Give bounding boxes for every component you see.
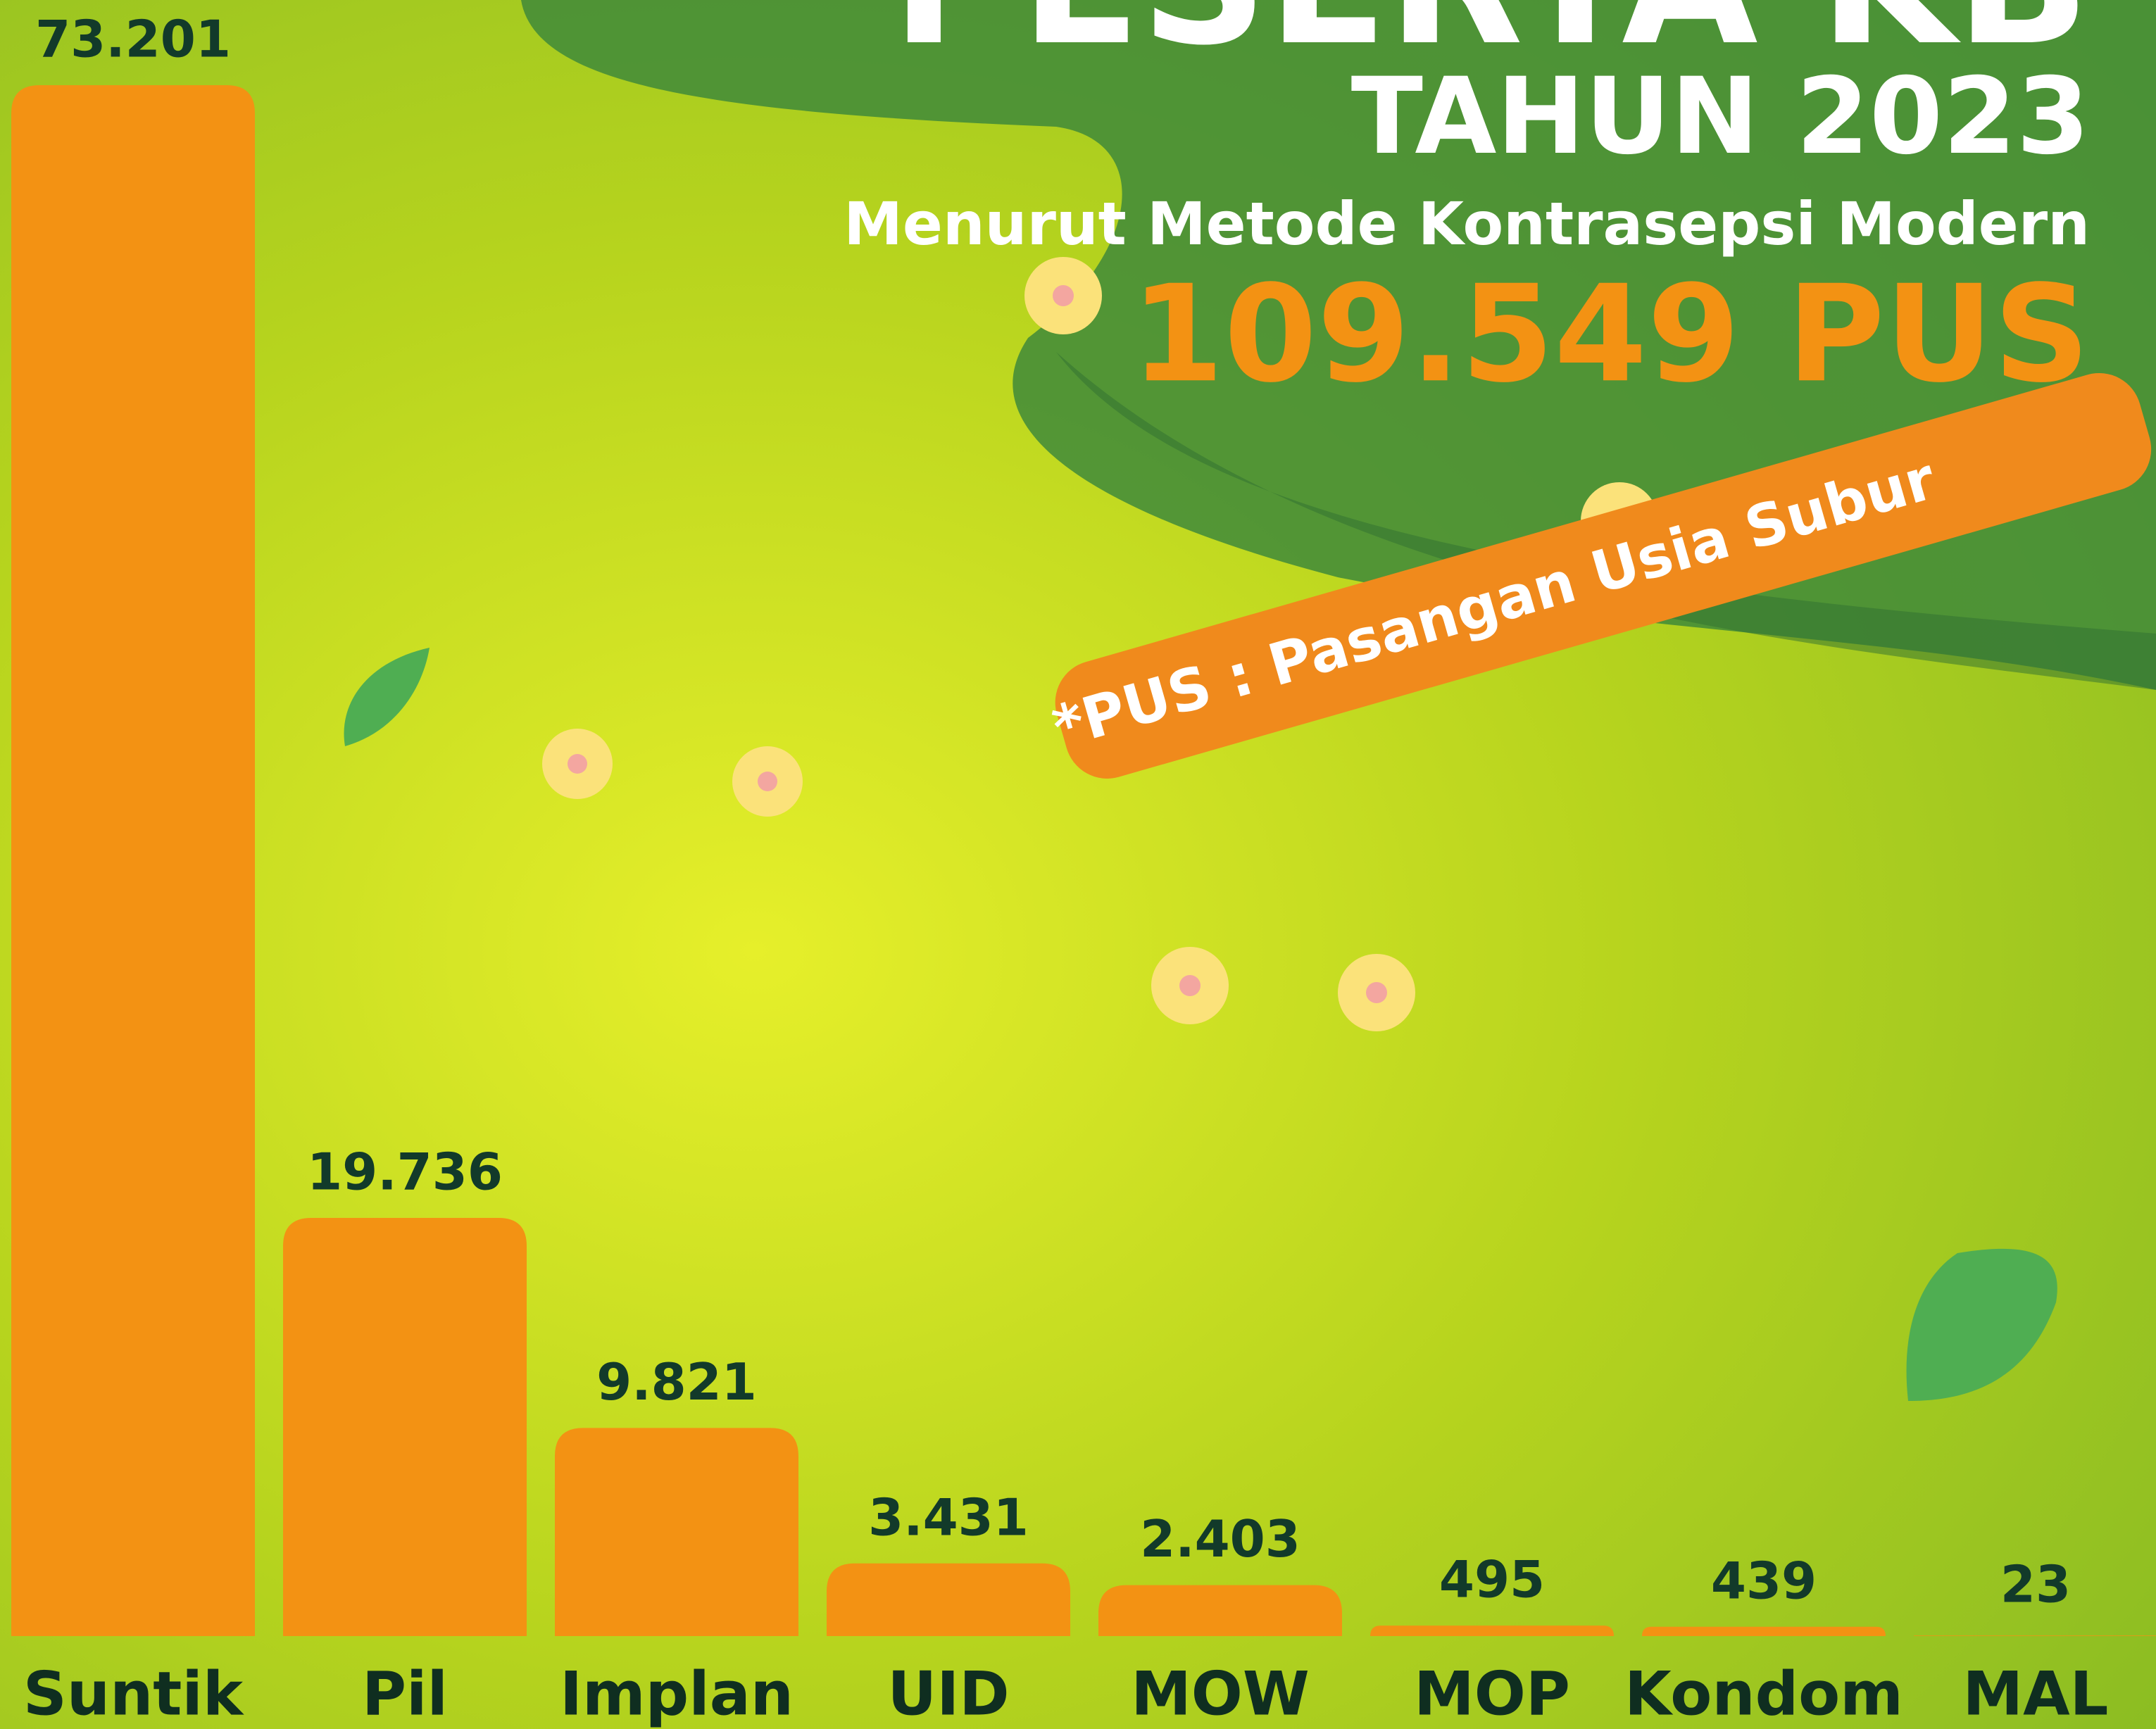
bar — [11, 85, 255, 1636]
bar — [1914, 1635, 2156, 1636]
value-label: 73.201 — [35, 10, 231, 69]
bar — [1370, 1626, 1614, 1636]
value-label: 3.431 — [868, 1488, 1029, 1547]
chart: PESERTA KB TAHUN 2023 Menurut Metode Kon… — [0, 0, 2156, 1729]
caption: Menurut Metode Kontrasepsi Modern — [844, 189, 2090, 258]
total: 109.549 PUS — [1131, 256, 2090, 412]
bar — [1098, 1585, 1342, 1636]
bar — [827, 1564, 1070, 1636]
x-tick-label: Kondom — [1624, 1659, 1903, 1729]
value-label: 495 — [1439, 1550, 1545, 1609]
value-label: 19.736 — [307, 1143, 503, 1202]
x-tick-label: MOW — [1131, 1659, 1310, 1729]
bar — [1642, 1627, 1886, 1636]
bar — [555, 1428, 798, 1636]
x-tick-label: UID — [887, 1659, 1009, 1729]
page: PESERTA KB TAHUN 2023 Menurut Metode Kon… — [0, 0, 2156, 1729]
value-label: 23 — [2000, 1555, 2071, 1614]
x-tick-label: MOP — [1414, 1659, 1570, 1729]
value-label: 439 — [1711, 1551, 1817, 1610]
subtitle: TAHUN 2023 — [1351, 56, 2090, 178]
x-tick-label: Pil — [362, 1659, 448, 1729]
x-tick-label: MAL — [1963, 1659, 2109, 1729]
x-tick-label: Implan — [560, 1659, 794, 1729]
bar — [283, 1218, 527, 1636]
value-label: 2.403 — [1140, 1509, 1301, 1568]
value-label: 9.821 — [596, 1352, 757, 1412]
x-tick-label: Suntik — [23, 1659, 244, 1729]
